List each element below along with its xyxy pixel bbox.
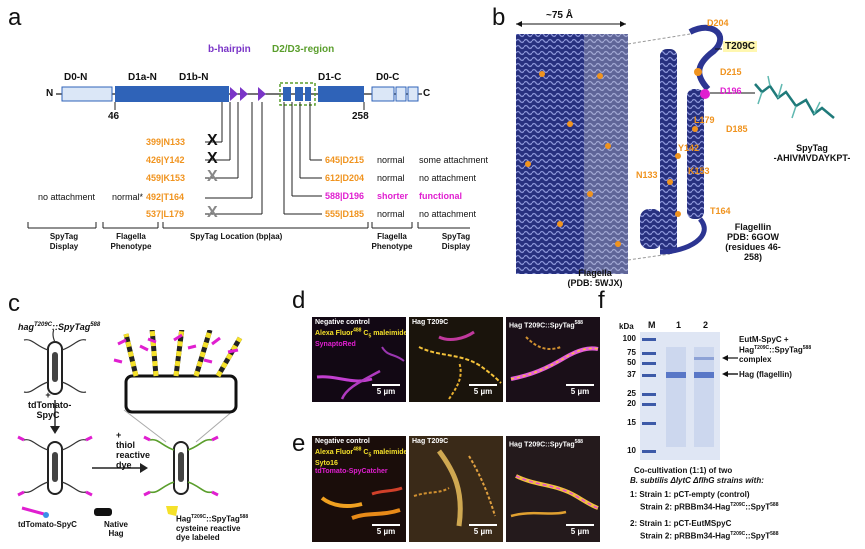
width-label: ~75 Å: [546, 10, 573, 21]
site-label: 492|T164: [146, 192, 185, 202]
marker-25: 25: [627, 389, 636, 398]
gel: [640, 332, 720, 460]
panel-label-f: f: [598, 287, 605, 314]
mark-x: X: [207, 168, 218, 185]
site-label: 426|Y142: [146, 155, 185, 165]
domain-d0n: D0-N: [64, 72, 88, 83]
hairpin-label: b-hairpin: [208, 44, 251, 55]
pos-258: 258: [352, 111, 369, 122]
footer-spytag-location: SpyTag Location (bp|aa): [190, 232, 283, 241]
lane-1: 1: [676, 320, 682, 330]
gel-caption: Co-cultivation (1:1) of two B. subtilis …: [630, 466, 779, 541]
footer-flagella-phenotype-r: Flagella Phenotype: [371, 232, 413, 251]
phenotype-value: normal: [377, 209, 405, 219]
mark-x: X: [207, 204, 218, 221]
panel-label-d: d: [292, 287, 306, 314]
caption-spytag: Hag T209C::SpyTag588: [509, 320, 583, 330]
marker-75: 75: [627, 348, 636, 357]
residue-d215: D215: [720, 67, 742, 77]
panel-label-e: e: [292, 430, 306, 457]
footer-spytag-display: SpyTag Display: [49, 232, 79, 251]
marker-10: 10: [627, 446, 636, 455]
mark-x: X: [207, 150, 218, 167]
marker-50: 50: [627, 358, 636, 367]
band-hag-label: Hag (flagellin): [739, 370, 792, 379]
display-value: some attachment: [419, 155, 489, 165]
site-label: 555|D185: [325, 209, 365, 219]
phenotype-value: normal: [377, 155, 405, 165]
micrograph-e-negative: Negative control Alexa Fluor488 C5 maleim…: [312, 436, 406, 542]
residue-t209c: T209C: [723, 41, 758, 52]
domain-d1c: D1-C: [318, 72, 342, 83]
site-label: 459|K153: [146, 173, 186, 183]
caption-t209c: Hag T209C: [412, 319, 449, 326]
display-value: no attachment: [419, 209, 477, 219]
pos-46: 46: [108, 111, 120, 122]
domain-d0c: D0-C: [376, 72, 400, 83]
caption-alexa: Alexa Fluor488 C5 maleimide: [315, 328, 406, 340]
site-label: 612|D204: [325, 173, 365, 183]
marker-20: 20: [627, 399, 636, 408]
reagent-tdtomato: + tdTomato- SpyC: [28, 390, 72, 420]
residue-k153: K153: [688, 166, 710, 176]
site-label: 645|D215: [325, 155, 365, 165]
micrograph-d-spytag: Hag T209C::SpyTag588 5 µm: [506, 317, 600, 402]
panel-label-b: b: [492, 4, 506, 31]
caption-t209c: Hag T209C: [412, 438, 449, 445]
micrograph-d-negative: Negative control Alexa Fluor488 C5 maleim…: [312, 317, 406, 402]
lane-2: 2: [703, 320, 709, 330]
kda-label: kDa: [619, 322, 634, 331]
footer-spytag-display-r: SpyTag Display: [441, 232, 471, 251]
residue-d196: D196: [720, 86, 742, 96]
domain-d1an: D1a-N: [128, 72, 157, 83]
mark-x: X: [207, 132, 218, 149]
strain-title: hagT209C::SpyTag588: [18, 322, 101, 332]
flagellin-caption: Flagellin PDB: 6GOW (residues 46-258): [725, 222, 781, 262]
n-terminus: N: [46, 88, 54, 99]
lane-m: M: [648, 320, 656, 330]
caption-spytag: Hag T209C::SpyTag588: [509, 439, 583, 449]
reagent-dye: + thiol reactive dye: [116, 430, 151, 470]
band-arrows: [722, 355, 738, 377]
domain-diagram: [27, 82, 470, 229]
panel-label-c: c: [8, 290, 20, 317]
panel-label-a: a: [8, 4, 22, 31]
domain-d1bn: D1b-N: [179, 72, 209, 83]
residue-d204: D204: [707, 18, 729, 28]
legend-native-hag: Native Hag: [103, 520, 128, 538]
micrograph-e-spytag: Hag T209C::SpyTag588 5 µm: [506, 436, 600, 542]
residue-n133: N133: [636, 170, 658, 180]
residue-t164: T164: [710, 206, 731, 216]
display-value: no attachment: [419, 173, 477, 183]
flagella-structure: [516, 21, 835, 274]
legend-labeled-hag: HagT209C::SpyTag588 cysteine reactive dye …: [176, 514, 249, 542]
marker-15: 15: [627, 418, 636, 427]
micrograph-e-t209c: Hag T209C 5 µm: [409, 436, 503, 542]
site-label: 588|D196: [325, 191, 365, 201]
site-label: 537|L179: [146, 209, 185, 219]
footer-flagella-phenotype: Flagella Phenotype: [110, 232, 152, 251]
micrograph-d-t209c: Hag T209C 5 µm: [409, 317, 503, 402]
residue-y142: Y142: [678, 143, 700, 153]
phenotype-value: shorter: [377, 191, 409, 201]
site-label: 399|N133: [146, 137, 186, 147]
marker-37: 37: [627, 370, 636, 379]
flagella-caption: Flagella (PDB: 5WJX): [567, 268, 623, 288]
marker-100: 100: [622, 334, 636, 343]
c-terminus: C: [423, 88, 431, 99]
labeling-scheme: [17, 330, 243, 518]
residue-d185: D185: [726, 124, 748, 134]
spytag-caption: SpyTag -AHIVMVDAYKPT-: [773, 143, 851, 163]
display-value: functional: [419, 191, 462, 201]
legend-tdtomato-spyc: tdTomato-SpyC: [18, 520, 77, 529]
phenotype-value: normal: [377, 173, 405, 183]
caption-alexa: Alexa Fluor488 C5 maleimide: [315, 447, 406, 459]
left-phenotype-value: normal*: [112, 192, 144, 202]
residue-l179: L179: [694, 115, 715, 125]
d2d3-label: D2/D3-region: [272, 44, 335, 55]
left-display-value: no attachment: [38, 192, 96, 202]
band-complex-label: EutM-SpyC + HagT209C::SpyTag588 complex: [739, 335, 812, 364]
